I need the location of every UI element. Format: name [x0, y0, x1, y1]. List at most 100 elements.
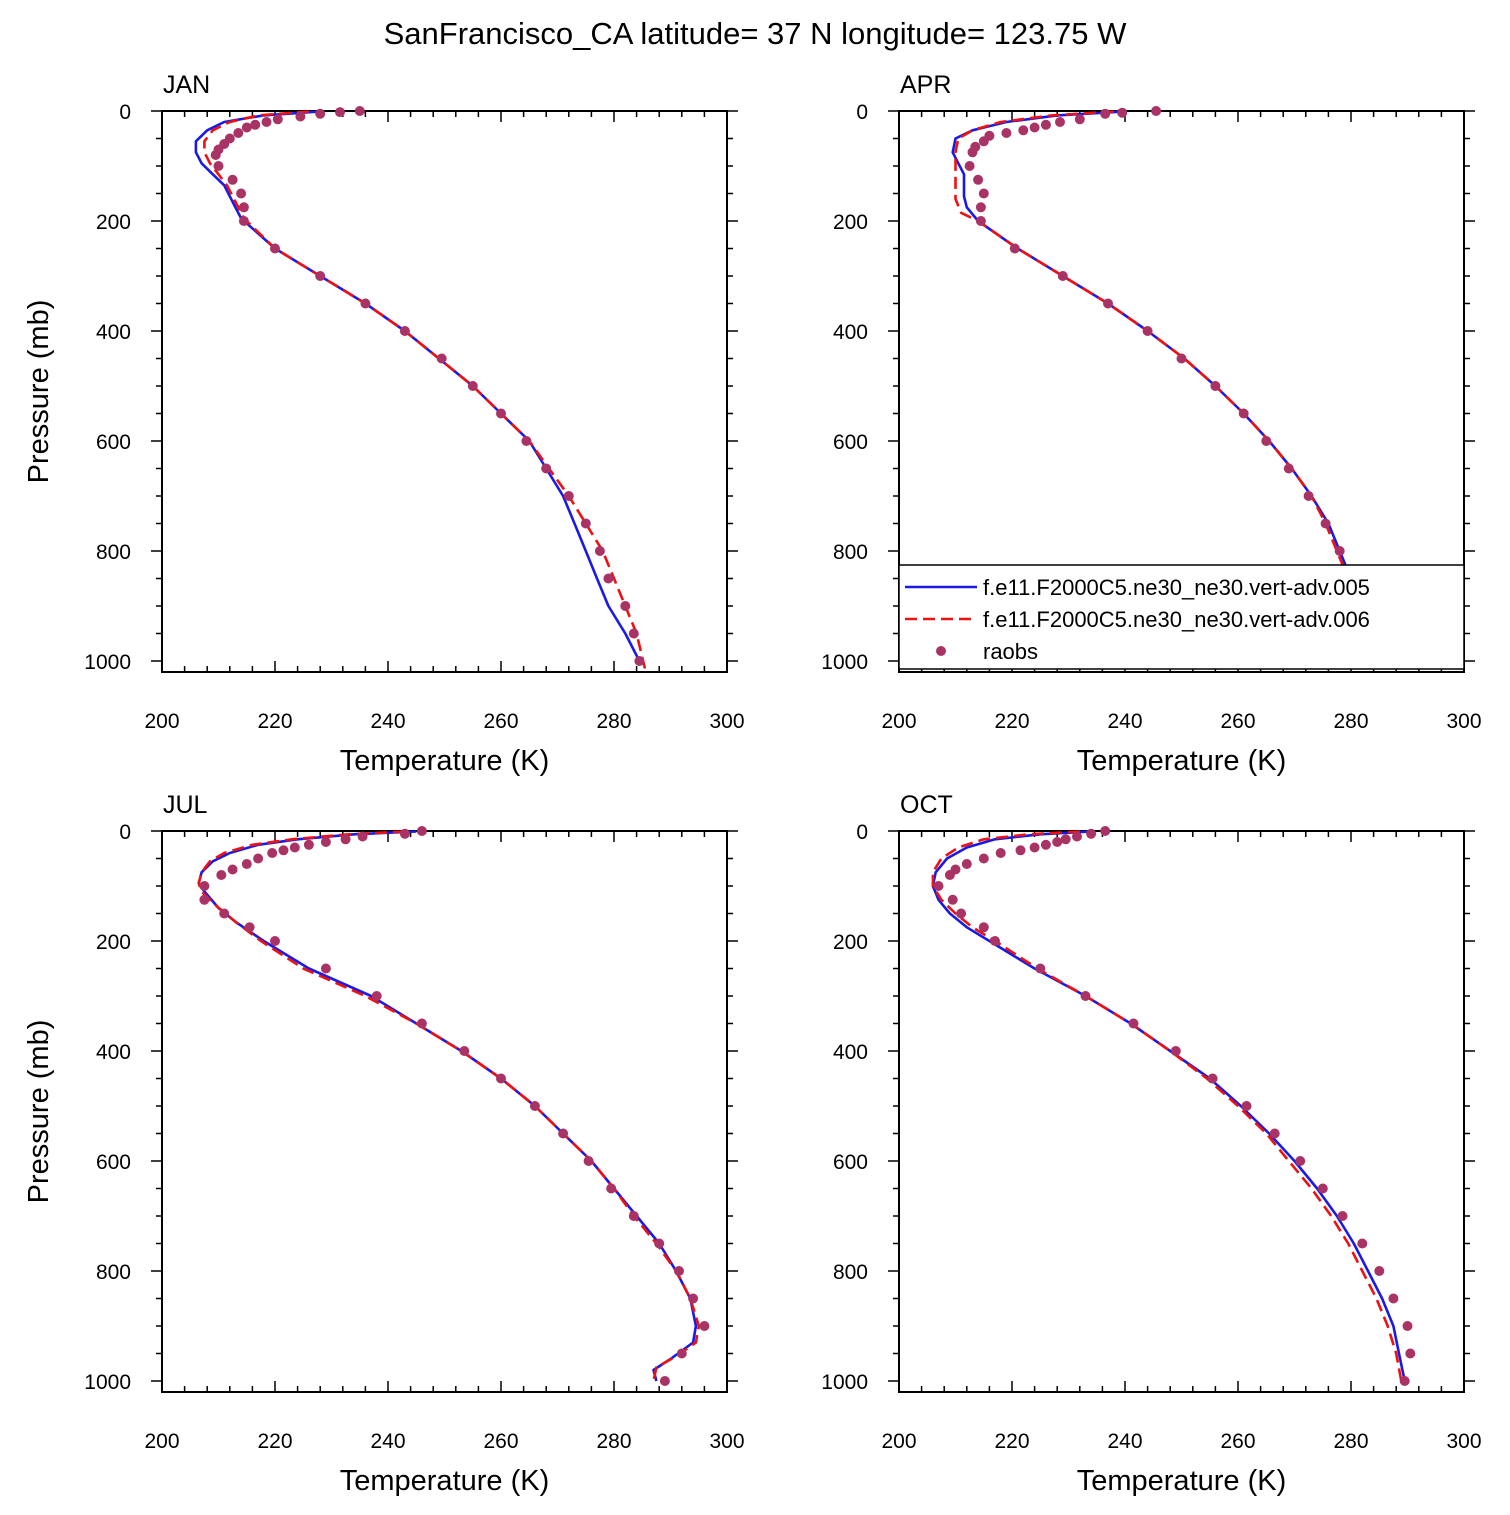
- raobs-point: [399, 326, 410, 336]
- x-tick-label: 240: [1107, 1430, 1142, 1453]
- series-006-line: [203, 110, 647, 670]
- y-tick-label: 200: [833, 211, 868, 234]
- x-tick-label: 260: [483, 710, 518, 733]
- raobs-point: [278, 845, 289, 856]
- raobs-point: [289, 842, 300, 853]
- plot-frame: [161, 110, 728, 673]
- raobs-point: [603, 573, 614, 584]
- raobs-point: [219, 908, 230, 919]
- raobs-point: [944, 870, 955, 880]
- raobs-point: [654, 1238, 665, 1249]
- raobs-point: [236, 188, 247, 199]
- y-tick-label: 400: [833, 1041, 868, 1064]
- raobs-point: [1029, 122, 1040, 133]
- raobs-point: [416, 1018, 427, 1029]
- raobs-point: [558, 1128, 569, 1139]
- raobs-point: [1015, 845, 1026, 856]
- raobs-point: [1103, 298, 1113, 309]
- y-axis-label: Pressure (mb): [23, 300, 55, 484]
- raobs-point: [973, 174, 984, 185]
- x-axis-label: Temperature (K): [1077, 1465, 1287, 1497]
- raobs-point: [1334, 546, 1345, 556]
- y-tick-label: 800: [96, 541, 131, 564]
- raobs-point: [1040, 119, 1051, 130]
- panel-oct: OCT 200 220 240 260 280 300 0 200 400 600 800 1000 Te…: [821, 791, 1481, 1497]
- x-tick-label: 300: [709, 710, 744, 733]
- x-tick-label: 200: [881, 1430, 916, 1453]
- x-tick-label: 280: [1333, 1430, 1368, 1453]
- y-tick-label: 1000: [821, 651, 868, 674]
- y-tick-label: 600: [96, 431, 131, 454]
- y-tick-label: 1000: [84, 1371, 131, 1394]
- raobs-point: [583, 1156, 594, 1166]
- raobs-point: [272, 114, 283, 125]
- raobs-point: [250, 119, 261, 130]
- raobs-point: [964, 161, 975, 171]
- raobs-point: [416, 826, 427, 836]
- x-tick-label: 200: [144, 1430, 179, 1453]
- plot-frame: [898, 110, 1465, 673]
- raobs-point: [1117, 107, 1128, 118]
- raobs-point: [1128, 1018, 1139, 1029]
- legend-entry-label: f.e11.F2000C5.ne30_ne30.vert-adv.005: [983, 575, 1370, 600]
- raobs-point: [1009, 243, 1020, 254]
- x-tick-label: 280: [596, 1430, 631, 1453]
- series-006-line: [197, 830, 701, 1382]
- legend-entry-label: f.e11.F2000C5.ne30_ne30.vert-adv.006: [983, 607, 1370, 632]
- raobs-point: [659, 1376, 670, 1386]
- x-tick-label: 220: [994, 710, 1029, 733]
- x-tick-label: 200: [881, 710, 916, 733]
- raobs-point: [978, 136, 989, 147]
- panel-apr: APR 200 220 240 260 280 300 0 200 400 600 800 1000 Te…: [821, 71, 1481, 777]
- raobs-point: [1055, 117, 1065, 127]
- raobs-point: [199, 881, 210, 891]
- raobs-point: [241, 859, 252, 869]
- x-tick-label: 220: [257, 710, 292, 733]
- raobs-point: [1086, 828, 1097, 839]
- y-tick-label: 0: [119, 821, 131, 844]
- panel-title: OCT: [900, 791, 953, 819]
- raobs-point: [320, 963, 331, 974]
- raobs-point: [1072, 831, 1082, 842]
- y-tick-label: 0: [119, 101, 131, 124]
- raobs-point: [676, 1348, 687, 1359]
- raobs-point: [1238, 408, 1249, 419]
- raobs-point: [315, 108, 326, 119]
- legend: f.e11.F2000C5.ne30_ne30.vert-adv.005 f.e1…: [898, 564, 1465, 670]
- raobs-point: [628, 628, 639, 639]
- raobs-point: [1207, 1073, 1218, 1084]
- x-tick-label: 220: [257, 1430, 292, 1453]
- raobs-point: [1320, 518, 1331, 529]
- raobs-point: [978, 188, 989, 199]
- raobs-point: [1402, 1321, 1413, 1331]
- raobs-point: [253, 853, 264, 864]
- y-axis-label: Pressure (mb): [23, 1020, 55, 1204]
- raobs-point: [467, 381, 478, 391]
- raobs-point: [436, 353, 447, 364]
- x-tick-label: 260: [483, 1430, 518, 1453]
- raobs-point: [1029, 842, 1040, 853]
- raobs-point: [606, 1183, 617, 1194]
- raobs-point: [496, 408, 506, 419]
- series-005-line: [194, 110, 641, 662]
- raobs-point: [303, 839, 314, 850]
- raobs-point: [1261, 436, 1272, 446]
- panel-jan: JAN 200 220 240 260 280 300 0 200 400 600 800 1000 Te…: [23, 71, 745, 777]
- y-tick-label: 0: [856, 821, 868, 844]
- raobs-point: [1269, 1128, 1280, 1139]
- raobs-point: [933, 881, 944, 891]
- x-tick-label: 220: [994, 1430, 1029, 1453]
- y-tick-label: 400: [833, 321, 868, 344]
- y-tick-label: 600: [833, 1151, 868, 1174]
- raobs-point: [241, 122, 252, 133]
- x-tick-label: 300: [709, 1430, 744, 1453]
- y-tick-label: 800: [833, 1261, 868, 1284]
- raobs-point: [244, 922, 255, 933]
- legend-entry-label: raobs: [983, 639, 1038, 664]
- raobs-point: [213, 161, 224, 171]
- y-tick-label: 600: [833, 431, 868, 454]
- plot-frame: [898, 830, 1465, 1393]
- raobs-point: [990, 936, 1000, 946]
- raobs-point: [227, 174, 238, 185]
- raobs-point: [1388, 1293, 1399, 1304]
